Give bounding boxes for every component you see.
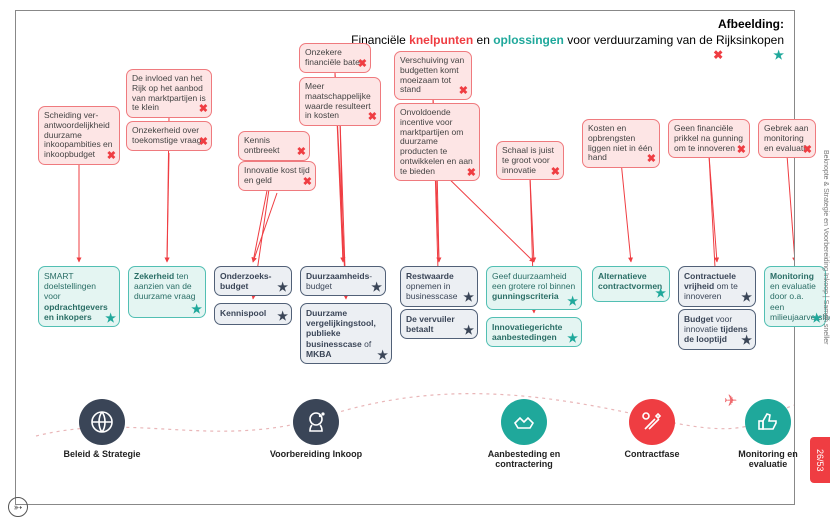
solution-box: Alternatieve contract­vormen★ [592, 266, 670, 302]
solution-box: Kennispool★ [214, 303, 292, 325]
close-x-icon: ✖ [199, 136, 208, 149]
knelpunt-box: Kosten en opbrengsten liggen niet in één… [582, 119, 660, 168]
diagram-frame: Afbeelding: Financiële knelpunten en opl… [15, 10, 795, 505]
star-icon: ★ [567, 331, 578, 345]
phase-icon-thumb [745, 399, 791, 445]
close-x-icon: ✖ [647, 153, 656, 166]
solution-box: Geef duurzaamheid een grotere rol binnen… [486, 266, 582, 310]
phase-label: Aanbesteding en contractering [474, 449, 574, 469]
knelpunt-box: Innovatie kost tijd en geld✖ [238, 161, 316, 191]
solution-box: Duurzame vergelijkings­tool, publieke bu… [300, 303, 392, 364]
phase-icon-tools [629, 399, 675, 445]
arrow [787, 155, 794, 262]
corner-icon: ➳ [8, 497, 28, 517]
solution-box: Budget voor innovatie tijdens de looptij… [678, 309, 756, 350]
star-icon: ★ [741, 290, 752, 304]
solution-box: Monitoring en evaluatie door o.a. een mi… [764, 266, 826, 327]
arrow [437, 167, 534, 262]
title-oplossingen: oplossingen [493, 33, 564, 47]
title-label: Afbeelding: [718, 17, 784, 31]
star-icon: ★ [377, 348, 388, 362]
close-x-icon: ✖ [803, 144, 812, 157]
solution-box: Contractuele vrijheid om te innoveren★ [678, 266, 756, 307]
arrow [621, 161, 631, 262]
knelpunt-box: Meer maatschappelijke waarde resulteert … [299, 77, 381, 126]
star-icon: ★ [655, 286, 666, 300]
star-icon: ★ [463, 323, 474, 337]
knelpunt-box: Verschuiving van budgetten komt moeizaam… [394, 51, 472, 100]
solution-box: Innovatiegerichte aanbestedingen★ [486, 317, 582, 347]
star-icon: ★ [463, 290, 474, 304]
star-icon: ★ [191, 302, 202, 316]
legend-knel-mark: ✖ [713, 48, 723, 62]
close-x-icon: ✖ [551, 166, 560, 179]
solution-box: Duurzaamheids-budget★ [300, 266, 386, 296]
knelpunt-box: De invloed van het Rijk op het aanbod va… [126, 69, 212, 118]
solution-box: Zekerheid ten aanzien van de duurzame vr… [128, 266, 206, 318]
solution-box: De vervuiler betaalt★ [400, 309, 478, 339]
close-x-icon: ✖ [368, 111, 377, 124]
close-x-icon: ✖ [303, 176, 312, 189]
phase-icon-head [293, 399, 339, 445]
phase-icon-globe [79, 399, 125, 445]
knelpunt-box: Scheiding ver­antwoordelijk­heid duurzam… [38, 106, 120, 165]
phase-label: Voorbereiding Inkoop [266, 449, 366, 459]
close-x-icon: ✖ [297, 146, 306, 159]
paper-plane-icon: ✈ [724, 391, 737, 411]
knelpunt-box: Onzekere financiële baten✖ [299, 43, 371, 73]
close-x-icon: ✖ [199, 103, 208, 116]
close-x-icon: ✖ [358, 58, 367, 71]
title-knelpunten: knelpunten [409, 33, 473, 47]
star-icon: ★ [105, 311, 116, 325]
phase-icon-hands [501, 399, 547, 445]
arrow [530, 177, 534, 262]
phase-label: Monitoring en evaluatie [718, 449, 818, 469]
knelpunt-box: Geen financiële prikkel na gunning om te… [668, 119, 750, 158]
knelpunt-box: Onvoldoende incentive voor marktpartijen… [394, 103, 480, 181]
knelpunt-box: Schaal is juist te groot voor innovatie✖ [496, 141, 564, 180]
legend-opl-mark: ★ [773, 48, 784, 62]
knelpunt-box: Kennis ontbreekt✖ [238, 131, 310, 161]
phase-label: Beleid & Strategie [52, 449, 152, 459]
side-caption: Beknopte & Strategie en Voorbereiding In… [822, 150, 829, 344]
close-x-icon: ✖ [459, 85, 468, 98]
star-icon: ★ [811, 311, 822, 325]
journey-curve [36, 394, 794, 436]
solution-box: Restwaarde opnemen in businesscase★ [400, 266, 478, 307]
knelpunt-box: Onzekerheid over toekomstige vraag✖ [126, 121, 212, 151]
solution-box: SMART doelstellingen voor opdrachtgevers… [38, 266, 120, 327]
star-icon: ★ [371, 280, 382, 294]
close-x-icon: ✖ [467, 167, 476, 180]
arrow [709, 155, 717, 262]
arrow [253, 193, 277, 262]
star-icon: ★ [277, 309, 288, 323]
star-icon: ★ [741, 333, 752, 347]
page-number-badge: 26/53 [810, 437, 830, 483]
solution-box: Onderzoeks­budget★ [214, 266, 292, 296]
star-icon: ★ [567, 294, 578, 308]
close-x-icon: ✖ [737, 144, 746, 157]
phase-label: Contractfase [602, 449, 702, 459]
close-x-icon: ✖ [107, 150, 116, 163]
arrow [167, 153, 169, 262]
knelpunt-box: Gebrek aan monitoring en evaluatie✖ [758, 119, 816, 158]
arrow [437, 167, 439, 262]
star-icon: ★ [277, 280, 288, 294]
arrow [340, 119, 343, 262]
